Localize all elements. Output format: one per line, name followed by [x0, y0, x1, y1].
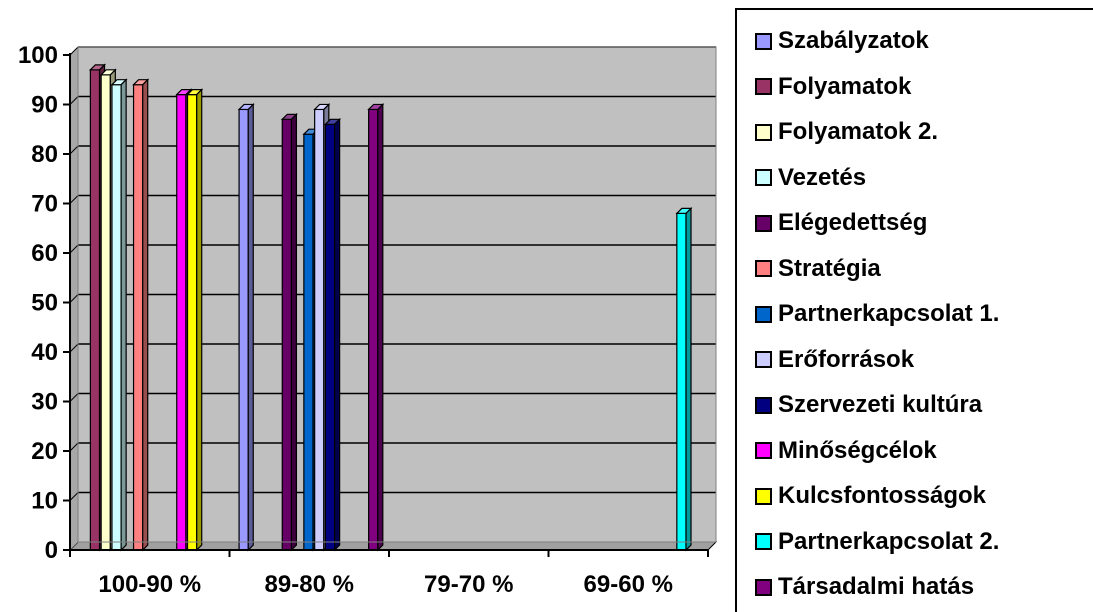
x-category-label: 89-80 %	[265, 571, 354, 598]
legend-swatch	[755, 305, 772, 323]
y-tick-label: 70	[31, 191, 58, 218]
y-tick-label: 40	[31, 339, 58, 366]
bar	[280, 112, 298, 552]
x-category-label: 100-90 %	[98, 571, 201, 598]
y-tick-label: 90	[31, 92, 58, 119]
y-tick-label: 50	[31, 290, 58, 317]
gridline-side	[69, 195, 79, 204]
legend-swatch	[755, 351, 772, 368]
y-tick-label: 0	[45, 537, 58, 564]
legend-swatch	[755, 533, 772, 550]
legend-swatch	[755, 78, 772, 95]
gridline-side	[69, 343, 79, 353]
legend-item: Erőforrások	[755, 343, 914, 377]
legend-label: Minőségcélok	[778, 436, 937, 464]
legend-label: Partnerkapcsolat 2.	[778, 527, 1000, 555]
y-tick-label: 60	[31, 240, 58, 267]
bar	[675, 206, 693, 552]
legend-swatch	[755, 578, 772, 596]
legend-swatch	[755, 396, 772, 414]
gridline-side	[69, 492, 79, 501]
legend-item: Partnerkapcsolat 1.	[755, 297, 999, 331]
legend-item: Vezetés	[755, 161, 866, 195]
legend-swatch	[755, 214, 772, 232]
bar	[110, 78, 128, 552]
y-axis-ticks: 0 10 20 30 40 50 60 70 80 90 100	[18, 42, 70, 564]
legend-label: Szervezeti kultúra	[778, 391, 983, 418]
bar	[237, 103, 255, 552]
bar	[186, 88, 204, 552]
y-tick-label: 20	[31, 438, 58, 465]
x-axis-categories: 100-90 % 89-80 % 79-70 % 69-60 %	[69, 550, 709, 598]
gridline-side	[69, 244, 79, 254]
gridline-side	[69, 145, 79, 155]
legend-label: Elégedettség	[778, 209, 928, 236]
legend-label: Stratégia	[778, 254, 881, 282]
legend-label: Partnerkapcsolat 1.	[778, 300, 1000, 327]
bar	[367, 103, 385, 552]
legend-item: Partnerkapcsolat 2.	[755, 525, 999, 559]
legend-swatch	[755, 169, 772, 186]
y-tick-label: 30	[31, 389, 58, 416]
legend-label: Szabályzatok	[778, 27, 929, 54]
plot-frame	[77, 46, 717, 543]
y-tick-label: 100	[18, 42, 58, 69]
gridline-side	[69, 294, 79, 303]
x-category-label: 79-70 %	[424, 571, 513, 598]
legend-item: Szervezeti kultúra	[755, 388, 982, 422]
legend-item: Stratégia	[755, 252, 881, 286]
gridline-side	[69, 393, 79, 402]
legend-label: Kulcsfontosságok	[778, 482, 987, 509]
legend-label: Folyamatok	[778, 72, 912, 100]
bar-chart: 0 10 20 30 40 50 60 70 80 90 100 100-90 % 89-80 % 79…	[18, 42, 718, 598]
legend-label: Erőforrások	[778, 345, 915, 373]
legend-label: Vezetés	[778, 163, 867, 191]
x-category-label: 69-60 %	[584, 571, 673, 598]
legend-swatch	[755, 442, 772, 459]
legend: Szabályzatok Folyamatok Folyamatok 2. Vezet…	[735, 8, 1093, 612]
legend-label: Társadalmi hatás	[778, 573, 975, 600]
gridline-side	[69, 96, 79, 105]
legend-item: Folyamatok 2.	[755, 115, 938, 149]
legend-item: Elégedettség	[755, 206, 927, 240]
legend-item: Kulcsfontosságok	[755, 479, 986, 513]
legend-swatch	[755, 487, 772, 505]
y-tick-label: 80	[31, 141, 58, 168]
legend-swatch	[755, 260, 772, 277]
legend-swatch	[755, 32, 772, 50]
legend-item: Szabályzatok	[755, 24, 929, 58]
legend-item: Minőségcélok	[755, 434, 937, 468]
y-tick-label: 10	[31, 488, 58, 515]
legend-label: Folyamatok 2.	[778, 118, 939, 145]
gridline-side	[69, 442, 79, 452]
bar	[132, 78, 150, 552]
legend-swatch	[755, 123, 772, 141]
legend-item: Folyamatok	[755, 70, 911, 104]
bar	[323, 117, 342, 552]
plot-floor	[68, 541, 718, 551]
gridline-side	[69, 46, 79, 56]
legend-item: Társadalmi hatás	[755, 570, 974, 604]
